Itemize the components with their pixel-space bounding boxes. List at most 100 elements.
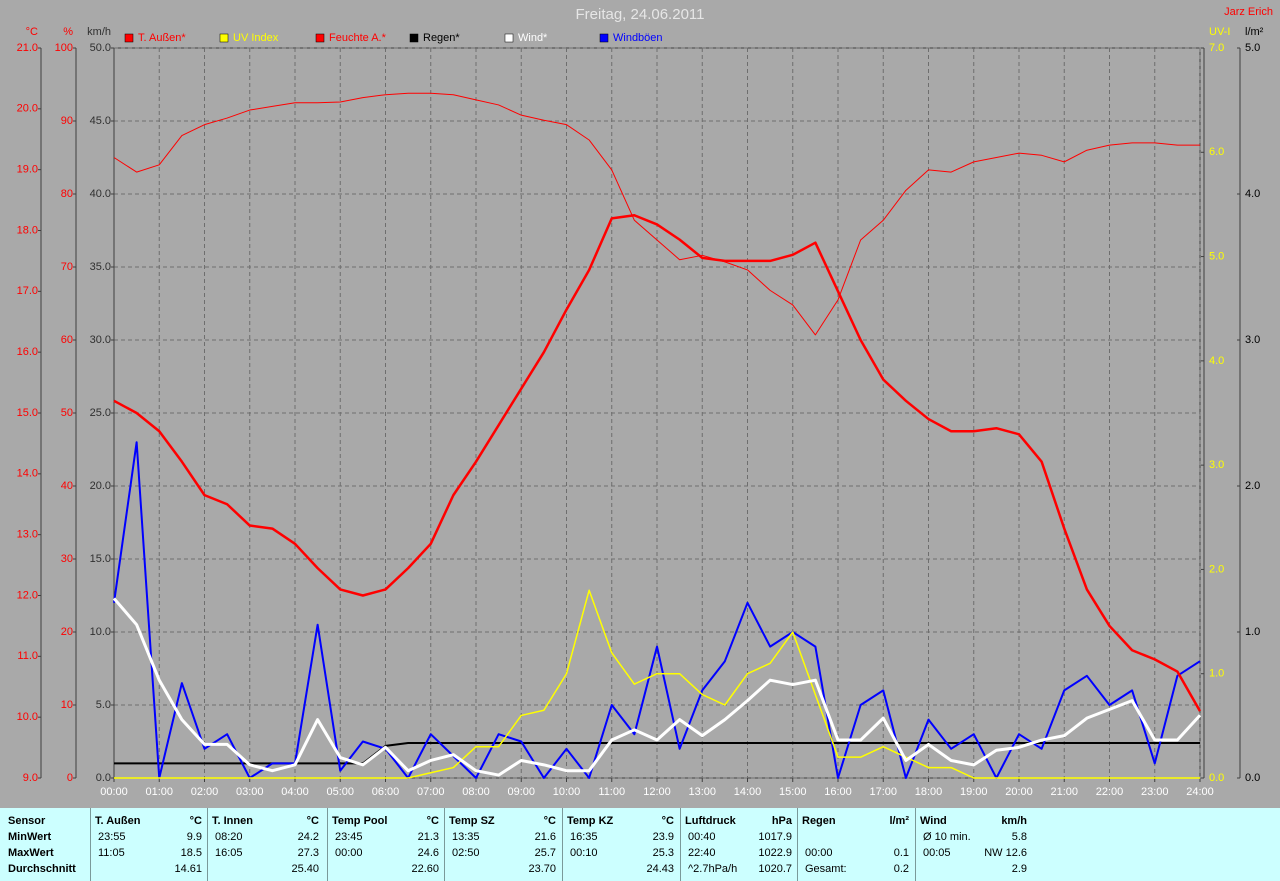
section-name: Temp KZ <box>567 815 614 827</box>
section-unit: °C <box>661 815 674 827</box>
cell-value: 14.61 <box>174 863 202 875</box>
y-tick-label: 5.0 <box>96 699 111 711</box>
y-tick-label: 45.0 <box>90 115 111 127</box>
x-tick-label: 09:00 <box>507 786 535 798</box>
y-tick-label: 13.0 <box>17 529 38 541</box>
y-tick-label: 0 <box>67 772 73 784</box>
cell-value: 25.7 <box>534 847 556 859</box>
section-unit: l/m² <box>889 815 909 827</box>
legend-label: Regen* <box>423 32 460 44</box>
cell-value: 9.9 <box>186 831 202 843</box>
cell-value: 23.70 <box>528 863 556 875</box>
cell-label: ^2.7hPa/h <box>688 863 738 875</box>
legend-swatch <box>219 33 229 43</box>
y-tick-label: 1.0 <box>1209 668 1224 680</box>
legend-swatch <box>315 33 325 43</box>
cell-value: 21.3 <box>417 831 439 843</box>
y-tick-label: 9.0 <box>23 772 38 784</box>
series-line <box>114 589 1200 779</box>
cell-value: 2.9 <box>1011 863 1027 875</box>
cell-label: 00:00 <box>335 847 363 859</box>
cell-value: 18.5 <box>180 847 202 859</box>
cell-value: 21.6 <box>534 831 556 843</box>
y-tick-label: 3.0 <box>1245 334 1260 346</box>
legend-label: UV Index <box>233 32 279 44</box>
y-tick-label: 7.0 <box>1209 42 1224 54</box>
cell-value: 25.3 <box>652 847 674 859</box>
x-tick-label: 08:00 <box>462 786 490 798</box>
x-tick-label: 20:00 <box>1005 786 1033 798</box>
cell-label: Ø 10 min. <box>923 831 971 843</box>
row-label: Sensor <box>8 815 46 827</box>
column-separator <box>915 808 916 881</box>
column-separator <box>562 808 563 881</box>
y-tick-label: 14.0 <box>17 468 38 480</box>
series-line <box>112 597 1202 777</box>
y-tick-label: 20.0 <box>90 480 111 492</box>
y-tick-label: 6.0 <box>1209 146 1224 158</box>
x-tick-label: 15:00 <box>779 786 807 798</box>
y-tick-label: 40.0 <box>90 188 111 200</box>
section-unit: hPa <box>771 815 792 827</box>
cell-label: Gesamt: <box>805 863 847 875</box>
y-tick-label: 30 <box>61 553 73 565</box>
section-unit: °C <box>306 815 319 827</box>
axis-unit: % <box>63 26 73 38</box>
y-tick-label: 10.0 <box>17 711 38 723</box>
x-tick-label: 19:00 <box>960 786 988 798</box>
cell-label: 13:35 <box>452 831 480 843</box>
y-tick-label: 30.0 <box>90 334 111 346</box>
column-separator <box>90 808 91 881</box>
y-tick-label: 20 <box>61 626 73 638</box>
cell-label: 02:50 <box>452 847 480 859</box>
cell-label: 00:10 <box>570 847 598 859</box>
cell-value: NW 12.6 <box>984 847 1027 859</box>
series-line <box>113 92 1200 336</box>
x-tick-label: 05:00 <box>326 786 354 798</box>
x-tick-label: 24:00 <box>1186 786 1214 798</box>
x-tick-label: 16:00 <box>824 786 852 798</box>
axis-unit: km/h <box>87 26 111 38</box>
cell-label: 08:20 <box>215 831 243 843</box>
summary-table: Sensor MinWert MaxWert Durchschnitt T. Außen… <box>0 808 1280 881</box>
y-tick-label: 10 <box>61 699 73 711</box>
cell-value: 24.6 <box>417 847 439 859</box>
x-tick-label: 06:00 <box>372 786 400 798</box>
cell-value: 1017.9 <box>758 831 792 843</box>
legend-label: Feuchte A.* <box>329 32 387 44</box>
cell-value: 24.43 <box>646 863 674 875</box>
cell-value: 0.2 <box>893 863 909 875</box>
cell-label: 00:05 <box>923 847 951 859</box>
y-tick-label: 11.0 <box>17 650 38 662</box>
axis-unit: UV-I <box>1209 26 1230 38</box>
cell-label: 11:05 <box>98 847 125 859</box>
cell-value: 5.8 <box>1011 831 1027 843</box>
x-tick-label: 18:00 <box>915 786 943 798</box>
x-tick-label: 14:00 <box>734 786 762 798</box>
y-tick-label: 100 <box>55 42 73 54</box>
section-name: Temp Pool <box>332 815 388 827</box>
cell-value: 27.3 <box>297 847 319 859</box>
section-name: Temp SZ <box>449 815 495 827</box>
column-separator <box>680 808 681 881</box>
cell-value: 23.9 <box>652 831 674 843</box>
section-name: T. Innen <box>212 815 253 827</box>
section-name: T. Außen <box>95 815 141 827</box>
section-unit: °C <box>189 815 202 827</box>
section-name: Wind <box>920 815 947 827</box>
y-tick-label: 40 <box>61 480 73 492</box>
cell-label: 23:45 <box>335 831 363 843</box>
axis-unit: °C <box>26 26 38 38</box>
series-line <box>113 214 1202 712</box>
x-tick-label: 21:00 <box>1050 786 1078 798</box>
cell-value: 1020.7 <box>758 863 792 875</box>
y-tick-label: 19.0 <box>17 164 38 176</box>
chart-title: Freitag, 24.06.2011 <box>576 6 705 23</box>
chart: Freitag, 24.06.2011 Jarz Erich 00:00 01:0… <box>16 5 1273 798</box>
x-tick-label: 02:00 <box>191 786 219 798</box>
section-unit: km/h <box>1001 815 1027 827</box>
x-tick-label: 23:00 <box>1141 786 1169 798</box>
y-tick-label: 12.0 <box>17 589 38 601</box>
cell-label: 16:05 <box>215 847 243 859</box>
